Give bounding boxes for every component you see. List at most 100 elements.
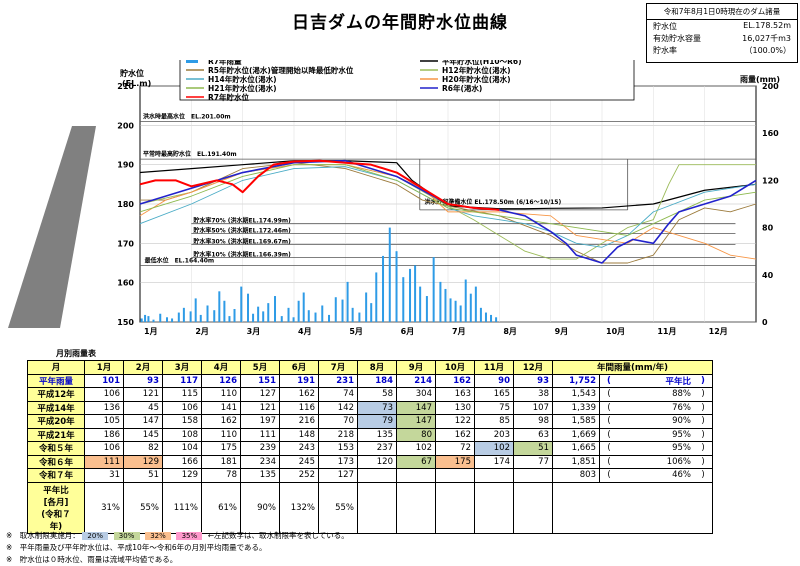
month-cell: 203 <box>474 427 514 442</box>
status-value: 16,027千m3 <box>742 34 791 43</box>
month-cell: 120 <box>357 454 397 469</box>
annual-ratio: 平年比 <box>618 373 694 388</box>
rain-bar <box>223 300 226 322</box>
annual-ratio: 90% <box>618 414 694 429</box>
rain-bar <box>267 303 270 322</box>
header-cell: 9月 <box>396 360 436 375</box>
swatch-35: 35% <box>176 532 203 540</box>
annual-ratio: 106% <box>618 454 694 469</box>
reference-label: 貯水率50% (洪水期EL.172.46m) <box>193 227 291 235</box>
header-cell: 年間雨量(mm/年) <box>552 360 713 375</box>
month-cell <box>474 468 514 483</box>
month-cell: 197 <box>240 414 280 429</box>
note-line-2: ※ 平年雨量及び平年貯水位は、平成10年～令和6年の月別平均雨量である。 <box>6 543 267 552</box>
header-cell: 4月 <box>201 360 241 375</box>
month-cell: 75 <box>474 400 514 415</box>
month-cell: 130 <box>435 400 475 415</box>
paren: ( <box>599 441 618 456</box>
month-cell: 116 <box>279 400 319 415</box>
rain-bar <box>409 268 412 322</box>
month-cell: 106 <box>84 441 124 456</box>
dam-silhouette <box>8 126 96 328</box>
y-tick-label: 210 <box>117 82 134 91</box>
x-tick-label: 8月 <box>503 327 517 336</box>
header-cell: 8月 <box>357 360 397 375</box>
rain-bar <box>292 317 295 322</box>
month-cell: 51 <box>123 468 163 483</box>
x-tick-label: 7月 <box>452 327 466 336</box>
reference-label: 洪水貯留準備水位 EL.178.50m (6/16～10/15) <box>424 198 561 206</box>
header-cell: 月 <box>27 360 85 375</box>
x-tick-label: 3月 <box>247 327 261 336</box>
notes: ※ 取水制限実施月： 20% 30% 32% 35% ←左記数字は、取水制限率を… <box>6 530 349 566</box>
y2-tick-label: 80 <box>762 224 774 233</box>
header-cell: 7月 <box>318 360 358 375</box>
month-cell: 162 <box>435 373 475 388</box>
month-cell: 121 <box>240 400 280 415</box>
status-label: 貯水率 <box>653 46 677 55</box>
month-cell: 162 <box>435 427 475 442</box>
rain-bar <box>140 318 143 322</box>
month-cell: 70 <box>318 414 358 429</box>
month-cell: 216 <box>279 414 319 429</box>
month-cell: 174 <box>474 454 514 469</box>
month-cell: 115 <box>162 387 202 402</box>
rain-bar <box>171 318 174 322</box>
rain-bar <box>341 299 344 322</box>
header-cell: 1月 <box>84 360 124 375</box>
y2-tick-label: 40 <box>762 271 774 280</box>
legend-label: R6年(渇水) <box>442 83 482 93</box>
paren: ) <box>694 427 713 442</box>
rain-bar <box>321 305 324 322</box>
month-cell: 78 <box>201 468 241 483</box>
legend-label: H12年貯水位(渇水) <box>442 65 511 75</box>
x-tick-label: 9月 <box>555 327 569 336</box>
page-title: 日吉ダムの年間貯水位曲線 <box>292 13 508 33</box>
rain-bar <box>314 312 317 322</box>
rain-bar <box>370 303 373 322</box>
legend-box <box>179 60 635 101</box>
rain-bar <box>206 305 209 322</box>
water-level-chart: 150 160 170 180 190 200 210 0 40 80 120 160 200 1月 2月 3… <box>8 60 780 336</box>
swatch-30: 30% <box>113 532 140 540</box>
month-cell: 110 <box>201 427 241 442</box>
row-label: 令和６年 <box>27 454 85 469</box>
table-row: 令和６年 111 129 166 181 234 245 173 120 67 175 174 77 1,… <box>27 454 713 469</box>
y2-tick-label: 0 <box>762 318 768 327</box>
month-cell: 121 <box>123 387 163 402</box>
month-cell: 106 <box>162 400 202 415</box>
month-cell: 129 <box>123 454 163 469</box>
month-cell: 111 <box>84 454 124 469</box>
rain-bar <box>297 300 300 322</box>
annual-total: 1,851 <box>552 454 600 469</box>
row-label: 平成12年 <box>27 387 85 402</box>
paren: ) <box>694 414 713 429</box>
reference-label: 貯水率10% (洪水期EL.166.39m) <box>193 251 291 259</box>
y2-tick-label: 160 <box>762 129 779 138</box>
paren: ( <box>599 468 618 483</box>
rain-bar <box>495 317 498 322</box>
reference-label: 貯水率70% (洪水期EL.174.99m) <box>193 217 291 225</box>
month-cell: 175 <box>435 454 475 469</box>
note-line-1: ※ 取水制限実施月： 20% 30% 32% 35% ←左記数字は、取水制限率を… <box>6 530 349 542</box>
rain-bar <box>182 307 185 322</box>
y-tick-label: 170 <box>117 239 134 248</box>
rain-table: 月 1月 2月 3月 4月 5月 6月 7月 8月 9月 10月 11月 12月 年間雨量(mm/年) 平年… <box>27 360 713 534</box>
legend-label: H20年貯水位(渇水) <box>442 74 511 84</box>
annual-ratio: 95% <box>618 441 694 456</box>
header-cell: 11月 <box>474 360 514 375</box>
month-cell: 147 <box>396 400 436 415</box>
month-cell: 218 <box>318 427 358 442</box>
rain-bar <box>454 300 457 322</box>
month-cell <box>357 468 397 483</box>
month-cell: 163 <box>435 387 475 402</box>
legend-label: H14年貯水位(渇水) <box>208 74 277 84</box>
month-cell: 108 <box>162 427 202 442</box>
month-cell: 111 <box>240 427 280 442</box>
rain-bar <box>213 310 216 322</box>
row-label: 令和５年 <box>27 441 85 456</box>
rain-bar <box>302 292 305 322</box>
month-cell: 85 <box>474 414 514 429</box>
month-cell: 181 <box>201 454 241 469</box>
month-cell: 186 <box>84 427 124 442</box>
